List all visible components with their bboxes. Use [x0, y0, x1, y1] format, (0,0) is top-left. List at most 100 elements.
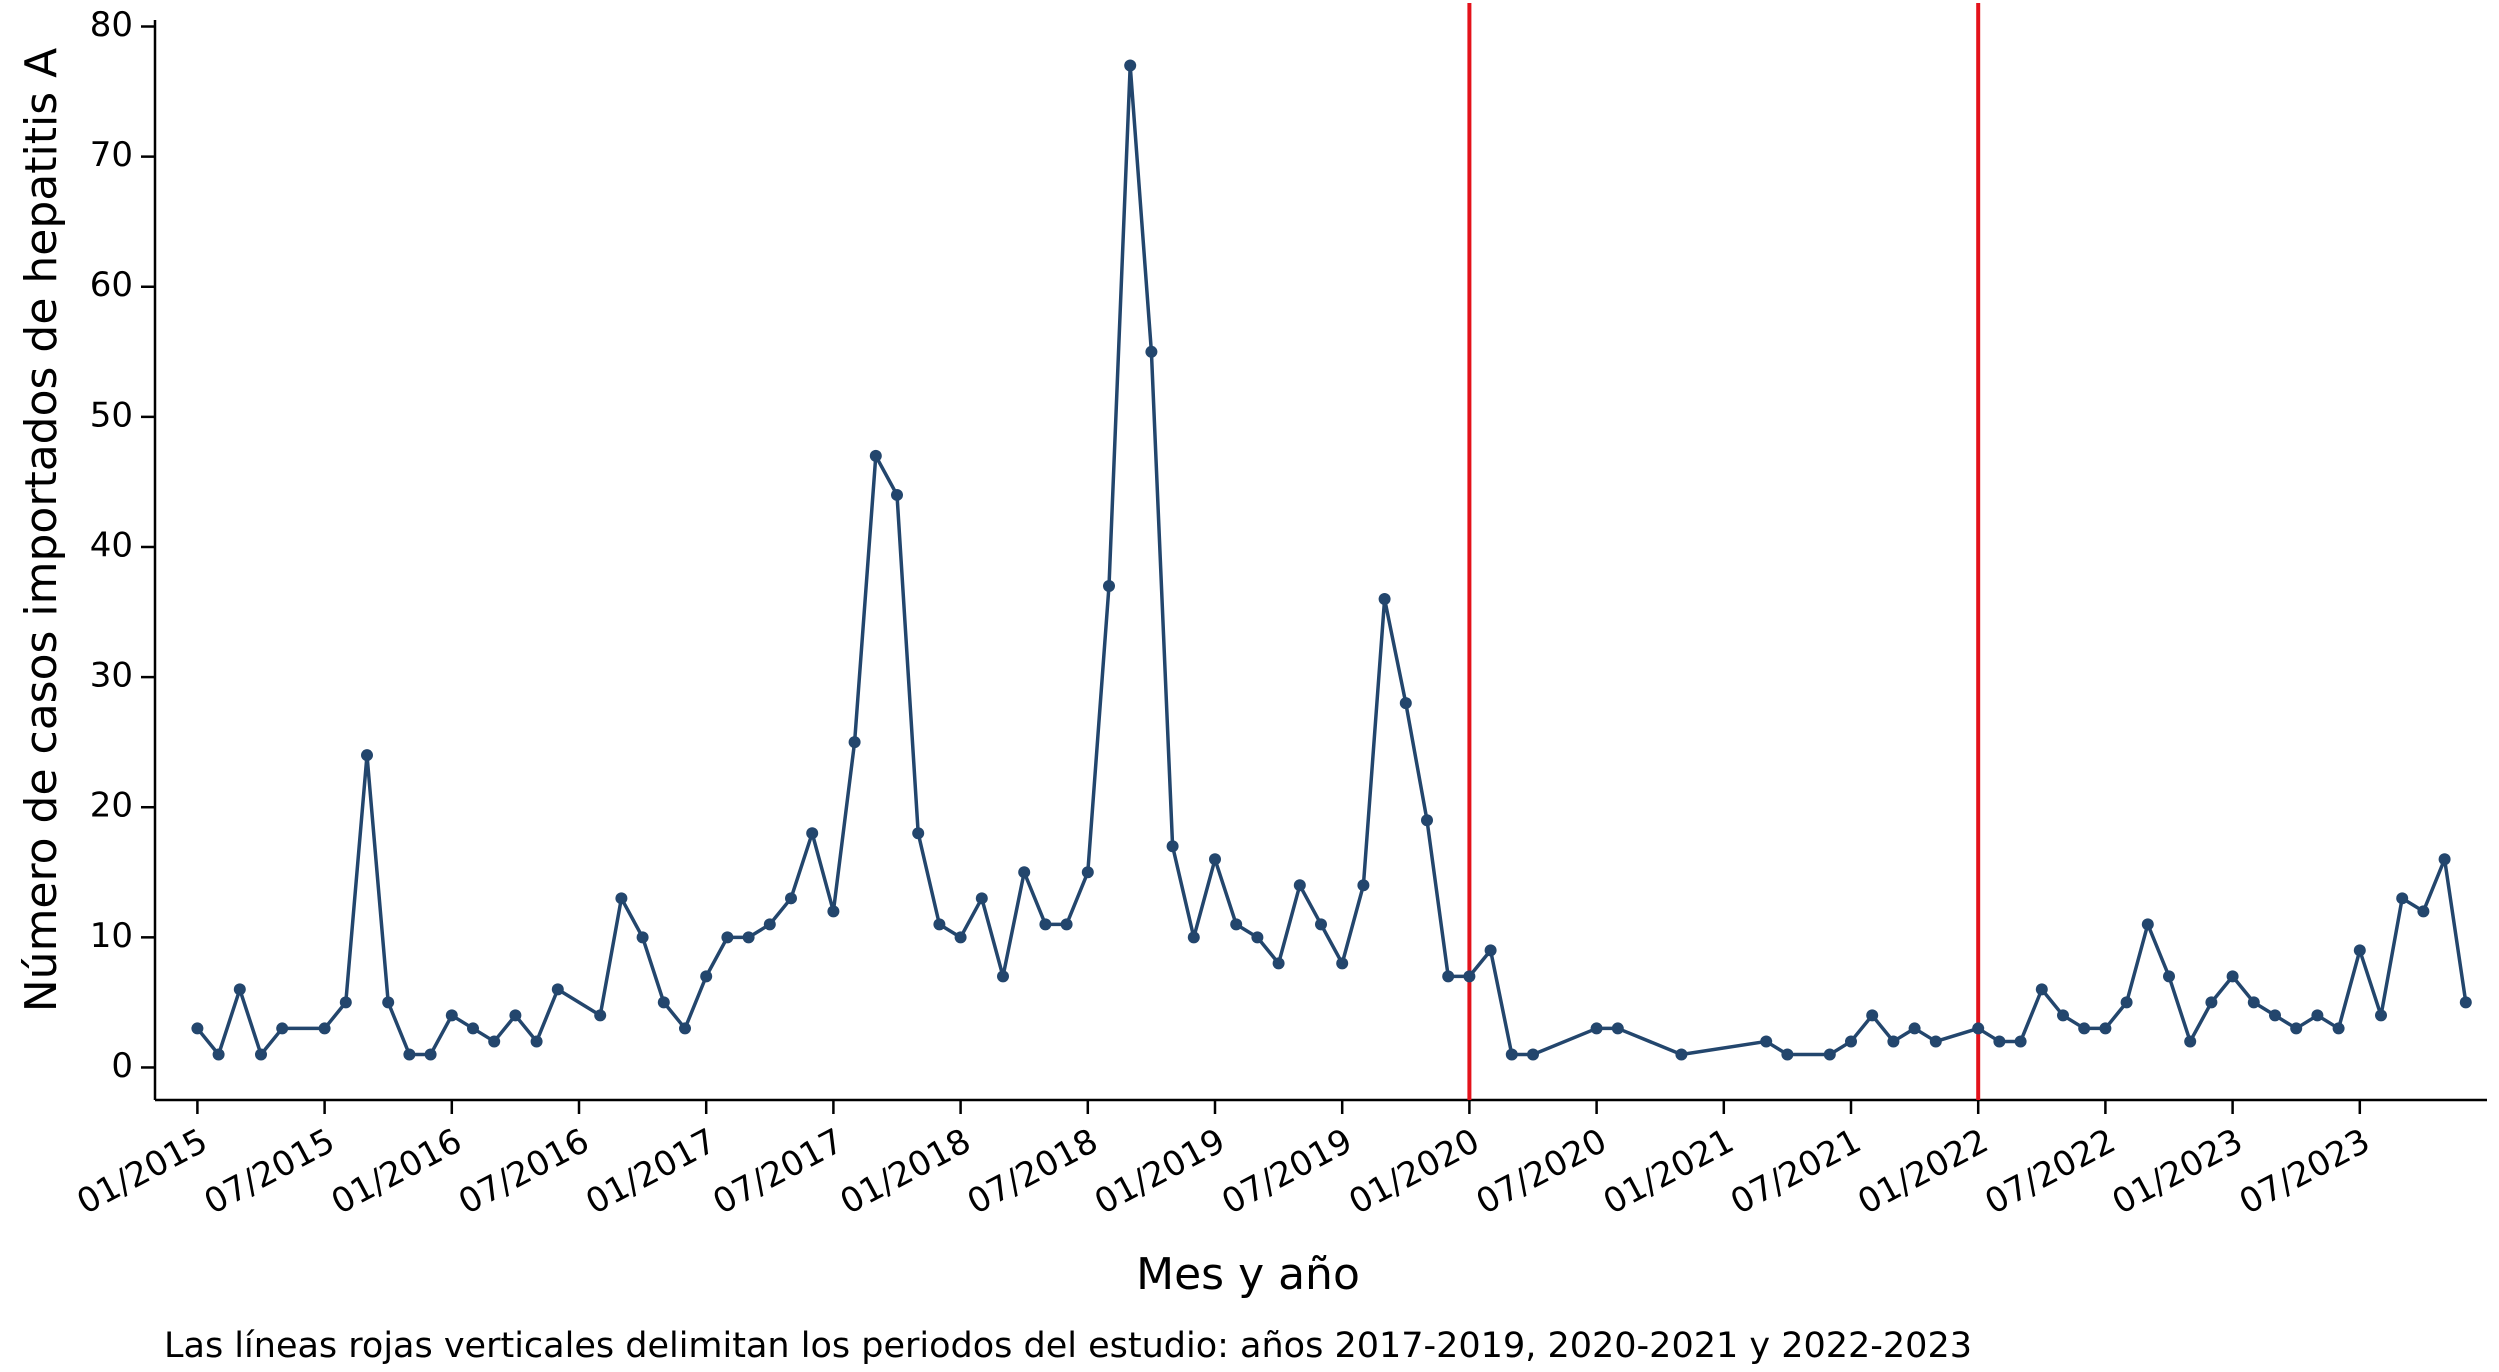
data-point [1887, 1035, 1900, 1048]
data-point [1866, 1009, 1879, 1022]
data-point [2375, 1009, 2387, 1022]
data-point [382, 996, 395, 1009]
data-point [1124, 59, 1137, 72]
data-point [2120, 996, 2133, 1009]
data-point [318, 1022, 331, 1035]
data-point [2396, 892, 2409, 905]
data-point [1060, 918, 1073, 931]
data-point [191, 1022, 204, 1035]
data-point [2226, 970, 2239, 983]
data-point [975, 892, 988, 905]
data-point [594, 1009, 607, 1022]
x-tick-label: 07/2016 [452, 1121, 595, 1223]
y-tick-label: 80 [90, 5, 133, 45]
data-point [2184, 1035, 2197, 1048]
x-tick-label: 07/2021 [1724, 1121, 1867, 1223]
data-point [1823, 1048, 1836, 1061]
data-point [700, 970, 713, 983]
y-tick-label: 60 [90, 265, 133, 305]
data-point [1845, 1035, 1857, 1048]
data-point [721, 931, 734, 944]
data-point [2459, 996, 2472, 1009]
data-point [1145, 345, 1158, 358]
data-point [954, 931, 967, 944]
y-tick-label: 70 [90, 135, 133, 175]
x-tick-label: 01/2023 [2106, 1121, 2249, 1223]
data-point [1972, 1022, 1985, 1035]
data-point [2057, 1009, 2069, 1022]
x-tick-label: 07/2023 [2233, 1121, 2376, 1223]
data-point [912, 827, 925, 840]
data-point [1230, 918, 1243, 931]
data-point [2141, 918, 2154, 931]
x-tick-label: 07/2020 [1470, 1121, 1613, 1223]
y-tick-label: 10 [90, 916, 133, 956]
data-point [2014, 1035, 2027, 1048]
data-point [530, 1035, 543, 1048]
data-point [1442, 970, 1455, 983]
x-tick-label: 07/2015 [198, 1121, 341, 1223]
data-point [1018, 866, 1031, 879]
data-point [1357, 879, 1370, 892]
x-tick-label: 01/2017 [579, 1121, 722, 1223]
x-tick-label: 07/2019 [1215, 1121, 1358, 1223]
data-point [2269, 1009, 2281, 1022]
y-tick-label: 30 [90, 656, 133, 696]
data-point [806, 827, 819, 840]
data-point [2311, 1009, 2324, 1022]
data-point [1993, 1035, 2006, 1048]
y-tick-label: 40 [90, 525, 133, 565]
data-point [1315, 918, 1327, 931]
data-point [212, 1048, 225, 1061]
data-point [488, 1035, 501, 1048]
data-point [1929, 1035, 1942, 1048]
data-point [869, 449, 882, 462]
x-tick-label: 01/2022 [1851, 1121, 1994, 1223]
data-point [403, 1048, 416, 1061]
data-point [2163, 970, 2175, 983]
x-tick-label: 07/2022 [1979, 1121, 2122, 1223]
data-point [1081, 866, 1094, 879]
x-tick-label: 07/2018 [961, 1121, 1104, 1223]
data-point [848, 736, 861, 749]
data-point [2205, 996, 2218, 1009]
data-point [742, 931, 755, 944]
y-tick-label: 50 [90, 395, 133, 435]
data-point [1484, 944, 1497, 957]
data-point [2438, 853, 2451, 866]
data-point [467, 1022, 479, 1035]
y-axis-label: Número de casos importados de hepatitis … [16, 48, 67, 1012]
data-point [997, 970, 1009, 983]
data-point [785, 892, 797, 905]
data-point [827, 905, 840, 918]
data-point [2078, 1022, 2091, 1035]
data-point [1781, 1048, 1794, 1061]
data-point [1293, 879, 1306, 892]
data-point [2417, 905, 2430, 918]
data-point [276, 1022, 289, 1035]
x-tick-label: 07/2017 [707, 1121, 850, 1223]
data-point [657, 996, 670, 1009]
data-point [933, 918, 946, 931]
data-point [2035, 983, 2048, 996]
x-tick-label: 01/2018 [834, 1121, 977, 1223]
data-point [891, 488, 903, 501]
data-point [2353, 944, 2366, 957]
data-line [196, 63, 2468, 1057]
x-tick-label: 01/2020 [1343, 1121, 1486, 1223]
data-point [2332, 1022, 2345, 1035]
data-point [1378, 593, 1391, 606]
data-point [1527, 1048, 1539, 1061]
data-point [1251, 931, 1264, 944]
data-point [361, 749, 373, 762]
x-tick-label: 01/2015 [71, 1121, 214, 1223]
data-point [1399, 697, 1412, 710]
data-point [255, 1048, 267, 1061]
x-axis-label: Mes y año [1136, 1249, 1360, 1300]
x-tick-label: 01/2019 [1088, 1121, 1231, 1223]
data-point [1611, 1022, 1624, 1035]
data-point [1505, 1048, 1518, 1061]
data-point [1675, 1048, 1688, 1061]
x-tick-label: 01/2016 [325, 1121, 468, 1223]
data-point [509, 1009, 522, 1022]
